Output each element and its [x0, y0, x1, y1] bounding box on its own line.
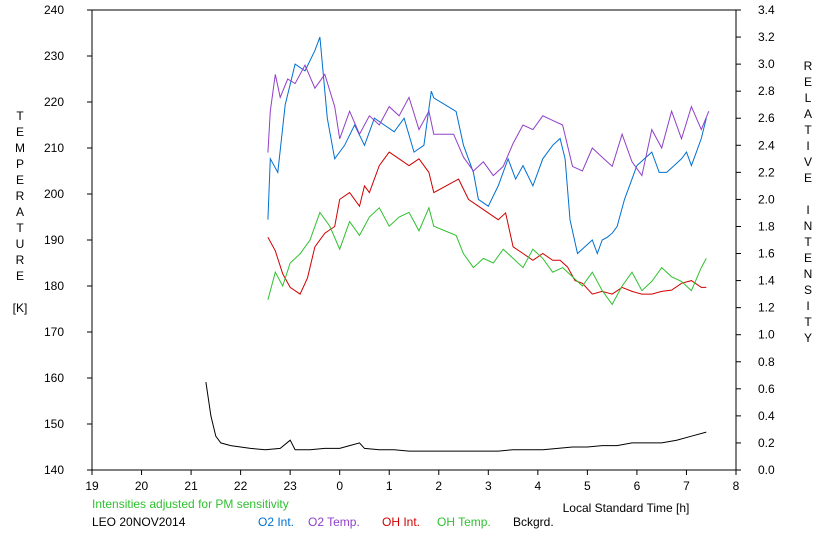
- y-right-tick-label: 3.4: [758, 3, 775, 17]
- y-left-tick-label: 220: [44, 95, 64, 109]
- right-axis-letter: I: [806, 139, 809, 153]
- y-right-tick-label: 0.4: [758, 409, 775, 423]
- right-axis-letter: A: [804, 107, 812, 121]
- right-axis-letter: T: [804, 315, 812, 329]
- right-axis-letter: I: [806, 203, 809, 217]
- y-right-tick-label: 1.8: [758, 219, 775, 233]
- left-axis-letter: R: [16, 253, 25, 267]
- x-tick-label: 0: [336, 479, 343, 493]
- legend-o2-int: O2 Int.: [258, 515, 294, 529]
- legend-o2-temp: O2 Temp.: [308, 515, 360, 529]
- left-axis-letter: P: [16, 157, 24, 171]
- y-right-tick-label: 2.6: [758, 111, 775, 125]
- left-axis-letter: E: [16, 269, 24, 283]
- y-right-tick-label: 0.8: [758, 355, 775, 369]
- y-left-tick-label: 180: [44, 279, 64, 293]
- right-axis-letter: E: [804, 251, 812, 265]
- y-left-tick-label: 210: [44, 141, 64, 155]
- series-group: [205, 36, 710, 452]
- x-tick-label: 20: [135, 479, 149, 493]
- x-tick-label: 7: [683, 479, 690, 493]
- left-axis-letter: M: [15, 141, 25, 155]
- y-right-tick-label: 2.0: [758, 192, 775, 206]
- y-right-tick-label: 0.2: [758, 436, 775, 450]
- right-axis-letter: S: [804, 283, 812, 297]
- y-axis-right: 0.0 0.2 0.4 0.6 0.8 1.0 1.2 1.4 1.6 1.8 2.0 2.2 2.4 2…: [736, 3, 775, 477]
- x-tick-label: 4: [535, 479, 542, 493]
- x-tick-label: 8: [733, 479, 740, 493]
- x-tick-label: 5: [584, 479, 591, 493]
- x-tick-label: 2: [435, 479, 442, 493]
- x-tick-label: 6: [634, 479, 641, 493]
- y-axis-left: 140 150 160 170 180 190 200 210 220 230 240: [44, 3, 92, 477]
- right-axis-letter: E: [804, 75, 812, 89]
- y-left-tick-label: 200: [44, 187, 64, 201]
- x-tick-label: 23: [283, 479, 297, 493]
- x-axis-label: Local Standard Time [h]: [563, 501, 690, 515]
- right-axis-letter: N: [804, 219, 813, 233]
- y-right-tick-label: 2.8: [758, 84, 775, 98]
- legend-bckgrd: Bckgrd.: [513, 515, 554, 529]
- left-axis-letter: E: [16, 125, 24, 139]
- y-right-tick-label: 3.2: [758, 30, 775, 44]
- plot-frame: [91, 9, 737, 471]
- x-tick-label: 3: [485, 479, 492, 493]
- y-right-tick-label: 2.2: [758, 165, 775, 179]
- note-text: Intensities adjusted for PM sensitivity: [92, 497, 289, 511]
- x-tick-label: 22: [234, 479, 248, 493]
- x-tick-label: 19: [85, 479, 99, 493]
- left-axis-letter: E: [16, 173, 24, 187]
- left-axis-unit: [K]: [13, 301, 28, 315]
- y-right-tick-label: 0.0: [758, 463, 775, 477]
- y-right-tick-label: 2.4: [758, 138, 775, 152]
- x-tick-label: 1: [386, 479, 393, 493]
- series-line-bckgrd: [205, 382, 707, 452]
- x-tick-label: 21: [184, 479, 198, 493]
- y-right-tick-label: 0.6: [758, 382, 775, 396]
- left-axis-letter: A: [16, 205, 24, 219]
- y-right-tick-label: 1.2: [758, 301, 775, 315]
- right-axis-letter: I: [806, 299, 809, 313]
- right-axis-letter: T: [804, 235, 812, 249]
- right-axis-letter: L: [805, 91, 812, 105]
- series-line-oh-temp: [267, 206, 707, 306]
- y-left-tick-label: 140: [44, 463, 64, 477]
- x-axis: 19 20 21 22 23 0 1 2 3 4 5 6 7 8: [85, 470, 740, 493]
- legend: O2 Int. O2 Temp. OH Int. OH Temp. Bckgrd.: [258, 515, 554, 529]
- station-date: LEO 20NOV2014: [92, 515, 186, 529]
- series-line-o2-int: [267, 36, 707, 255]
- right-axis-letter: Y: [804, 331, 812, 345]
- y-left-tick-label: 190: [44, 233, 64, 247]
- y-right-tick-label: 3.0: [758, 57, 775, 71]
- left-axis-letter: T: [16, 221, 24, 235]
- right-axis-letter: R: [804, 59, 813, 73]
- right-axis-letter: T: [804, 123, 812, 137]
- series-line-o2-temp: [267, 64, 710, 177]
- left-axis-letter: R: [16, 189, 25, 203]
- legend-oh-int: OH Int.: [382, 515, 420, 529]
- right-axis-letter: N: [804, 267, 813, 281]
- y-left-tick-label: 240: [44, 3, 64, 17]
- right-axis-letter: E: [804, 171, 812, 185]
- y-left-tick-label: 170: [44, 325, 64, 339]
- left-axis-letter: U: [16, 237, 25, 251]
- y-right-tick-label: 1.4: [758, 274, 775, 288]
- y-right-tick-label: 1.6: [758, 247, 775, 261]
- y-left-tick-label: 160: [44, 371, 64, 385]
- series-line-oh-int: [267, 151, 707, 295]
- y-right-tick-label: 1.0: [758, 328, 775, 342]
- legend-oh-temp: OH Temp.: [437, 515, 491, 529]
- y-left-tick-label: 150: [44, 417, 64, 431]
- left-axis-letter: T: [16, 109, 24, 123]
- y-left-tick-label: 230: [44, 49, 64, 63]
- right-axis-letter: V: [804, 155, 812, 169]
